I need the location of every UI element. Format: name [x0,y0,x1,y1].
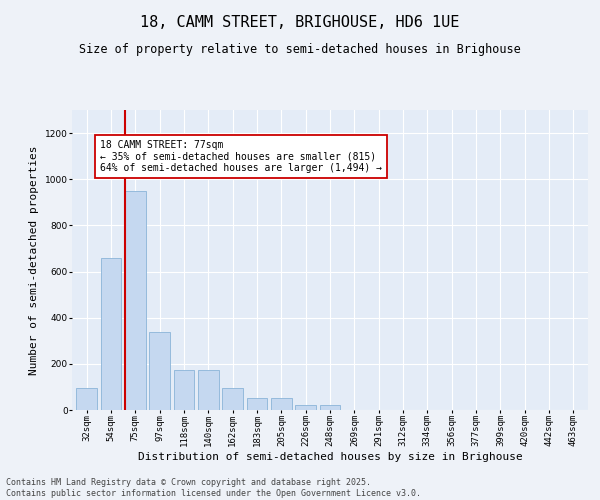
Bar [198,370,218,410]
Bar [295,406,316,410]
Bar [320,406,340,410]
Bar [76,388,97,410]
Text: 18 CAMM STREET: 77sqm
← 35% of semi-detached houses are smaller (815)
64% of sem: 18 CAMM STREET: 77sqm ← 35% of semi-deta… [100,140,382,173]
Text: Size of property relative to semi-detached houses in Brighouse: Size of property relative to semi-detach… [79,42,521,56]
Bar [173,370,194,410]
Bar [271,398,292,410]
Bar [222,388,243,410]
Bar [125,191,146,410]
Text: Contains HM Land Registry data © Crown copyright and database right 2025.
Contai: Contains HM Land Registry data © Crown c… [6,478,421,498]
Y-axis label: Number of semi-detached properties: Number of semi-detached properties [29,145,39,375]
Text: 18, CAMM STREET, BRIGHOUSE, HD6 1UE: 18, CAMM STREET, BRIGHOUSE, HD6 1UE [140,15,460,30]
X-axis label: Distribution of semi-detached houses by size in Brighouse: Distribution of semi-detached houses by … [137,452,523,462]
Bar [149,332,170,410]
Bar [101,258,121,410]
Bar [247,398,268,410]
